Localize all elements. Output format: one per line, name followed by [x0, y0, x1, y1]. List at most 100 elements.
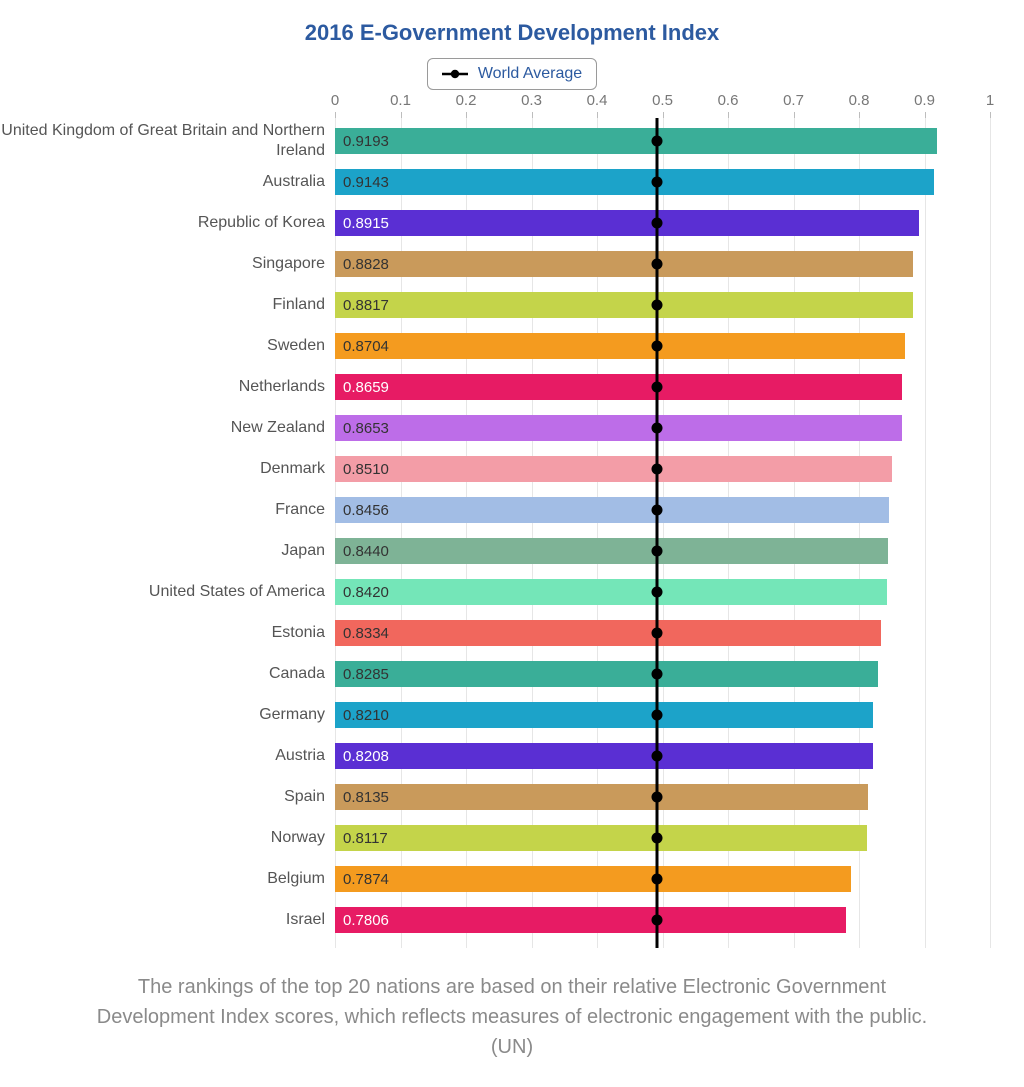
bar[interactable]: 0.8285: [335, 661, 878, 687]
bar[interactable]: 0.8704: [335, 333, 905, 359]
y-axis-label: Denmark: [0, 459, 335, 479]
tickmark: [663, 112, 664, 118]
bar[interactable]: 0.8510: [335, 456, 892, 482]
x-tick-label: 0: [331, 92, 339, 109]
chart-caption: The rankings of the top 20 nations are b…: [62, 972, 962, 1062]
gridline: [401, 118, 402, 948]
gridline: [925, 118, 926, 948]
tickmark: [859, 112, 860, 118]
bar-value-label: 0.8915: [335, 215, 389, 232]
y-axis-label: Japan: [0, 541, 335, 561]
bar-value-label: 0.8117: [335, 830, 388, 847]
world-average-marker: [652, 382, 663, 393]
bar-value-label: 0.8653: [335, 420, 389, 437]
x-tick-label: 0.2: [456, 92, 477, 109]
bar[interactable]: 0.8210: [335, 702, 873, 728]
y-axis-label: New Zealand: [0, 418, 335, 438]
tickmark: [466, 112, 467, 118]
bar-value-label: 0.8210: [335, 707, 389, 724]
world-average-marker: [652, 300, 663, 311]
y-axis-label: Republic of Korea: [0, 213, 335, 233]
bar[interactable]: 0.8817: [335, 292, 913, 318]
x-tick-label: 0.9: [914, 92, 935, 109]
bar-value-label: 0.8420: [335, 584, 389, 601]
tickmark: [597, 112, 598, 118]
bar-value-label: 0.8704: [335, 338, 389, 355]
bar[interactable]: 0.8117: [335, 825, 867, 851]
gridline: [794, 118, 795, 948]
bar[interactable]: 0.8334: [335, 620, 881, 646]
world-average-marker: [652, 587, 663, 598]
world-average-line: [656, 118, 659, 948]
bar-value-label: 0.8659: [335, 379, 389, 396]
y-axis-label: Finland: [0, 295, 335, 315]
legend-marker-icon: [442, 68, 468, 80]
tickmark: [335, 112, 336, 118]
bar[interactable]: 0.8456: [335, 497, 889, 523]
world-average-marker: [652, 546, 663, 557]
bar-value-label: 0.9143: [335, 174, 389, 191]
gridline: [597, 118, 598, 948]
chart-plot-area: 00.10.20.30.40.50.60.70.80.91 United Kin…: [335, 118, 990, 948]
legend: World Average: [0, 58, 1024, 90]
gridline: [859, 118, 860, 948]
world-average-marker: [652, 177, 663, 188]
bar-value-label: 0.9193: [335, 133, 389, 150]
world-average-marker: [652, 218, 663, 229]
y-axis-label: United Kingdom of Great Britain and Nort…: [0, 121, 335, 161]
x-tick-label: 0.3: [521, 92, 542, 109]
bar-value-label: 0.8440: [335, 543, 389, 560]
world-average-marker: [652, 423, 663, 434]
y-axis-label: Belgium: [0, 869, 335, 889]
world-average-marker: [652, 751, 663, 762]
chart-container: 2016 E-Government Development Index Worl…: [0, 20, 1024, 1062]
bar[interactable]: 0.8420: [335, 579, 887, 605]
bar-value-label: 0.8208: [335, 748, 389, 765]
x-tick-label: 0.8: [849, 92, 870, 109]
bar[interactable]: 0.8659: [335, 374, 902, 400]
tickmark: [401, 112, 402, 118]
tickmark: [728, 112, 729, 118]
x-tick-label: 0.4: [587, 92, 608, 109]
bar-value-label: 0.8334: [335, 625, 389, 642]
bar-value-label: 0.7806: [335, 912, 389, 929]
bar[interactable]: 0.9143: [335, 169, 934, 195]
y-axis-label: France: [0, 500, 335, 520]
gridline: [335, 118, 336, 948]
y-axis-label: Israel: [0, 910, 335, 930]
bar[interactable]: 0.9193: [335, 128, 937, 154]
world-average-marker: [652, 136, 663, 147]
bar[interactable]: 0.7874: [335, 866, 851, 892]
x-tick-label: 0.1: [390, 92, 411, 109]
tickmark: [532, 112, 533, 118]
y-axis-label: Australia: [0, 172, 335, 192]
bar-value-label: 0.8135: [335, 789, 389, 806]
legend-item-world-average[interactable]: World Average: [427, 58, 597, 90]
gridline: [466, 118, 467, 948]
y-axis-label: Netherlands: [0, 377, 335, 397]
bar[interactable]: 0.7806: [335, 907, 846, 933]
x-tick-label: 0.5: [652, 92, 673, 109]
bar[interactable]: 0.8828: [335, 251, 913, 277]
bar-value-label: 0.8817: [335, 297, 389, 314]
y-axis-label: Germany: [0, 705, 335, 725]
world-average-marker: [652, 669, 663, 680]
y-axis-label: United States of America: [0, 582, 335, 602]
bar-value-label: 0.8510: [335, 461, 389, 478]
x-tick-label: 0.6: [718, 92, 739, 109]
bar[interactable]: 0.8208: [335, 743, 873, 769]
bar[interactable]: 0.8440: [335, 538, 888, 564]
chart-title: 2016 E-Government Development Index: [0, 20, 1024, 46]
world-average-marker: [652, 792, 663, 803]
bar[interactable]: 0.8653: [335, 415, 902, 441]
legend-label: World Average: [478, 65, 582, 83]
bar[interactable]: 0.8135: [335, 784, 868, 810]
world-average-marker: [652, 915, 663, 926]
y-axis-label: Canada: [0, 664, 335, 684]
bar[interactable]: 0.8915: [335, 210, 919, 236]
x-tick-label: 1: [986, 92, 994, 109]
world-average-marker: [652, 505, 663, 516]
gridline: [532, 118, 533, 948]
world-average-marker: [652, 874, 663, 885]
y-axis-label: Sweden: [0, 336, 335, 356]
